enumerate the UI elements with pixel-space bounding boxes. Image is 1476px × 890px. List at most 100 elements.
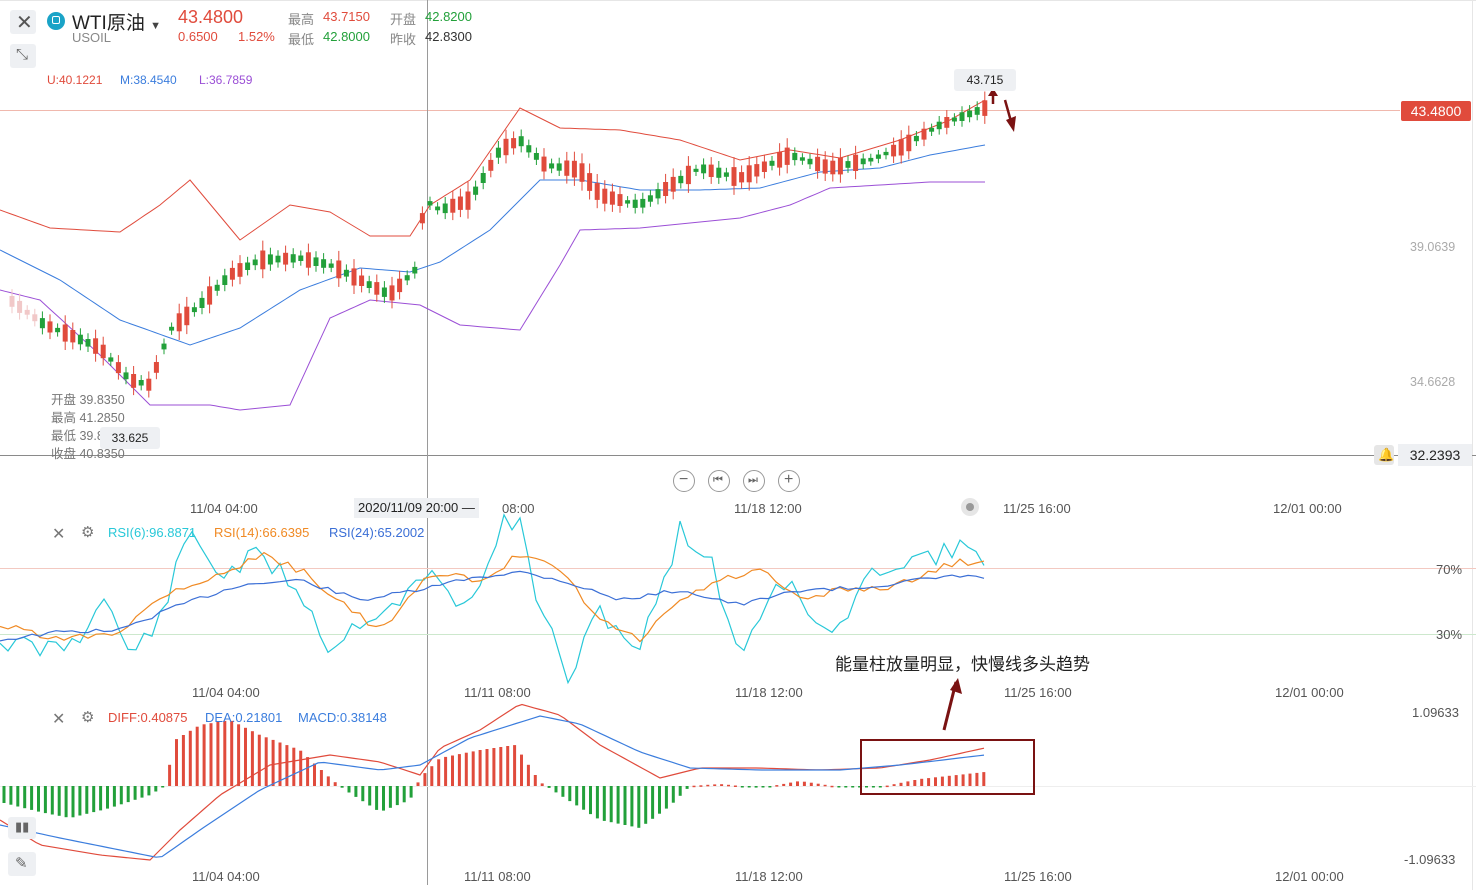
candle-body <box>670 176 676 192</box>
candle-body <box>875 154 881 159</box>
alert-button[interactable]: 🔔 <box>1374 445 1394 465</box>
macd-bar <box>568 786 572 802</box>
candle-body <box>837 157 843 175</box>
candle-body <box>427 201 433 206</box>
macd-bar <box>37 786 40 812</box>
close-icon: ✕ <box>52 526 66 543</box>
candle-body <box>457 196 463 210</box>
macd-dea-line <box>0 715 985 858</box>
macd-bar <box>858 786 862 788</box>
macd-bar <box>837 786 841 788</box>
macd-bar <box>892 784 896 786</box>
macd-bar <box>313 763 316 786</box>
macd-bar <box>368 786 372 806</box>
close-chart-button[interactable]: ✕ <box>10 10 36 34</box>
macd-bar <box>388 786 392 808</box>
macd-bar <box>678 786 682 796</box>
candle-body <box>640 198 646 208</box>
step-back-button[interactable]: ⏮ <box>708 470 730 492</box>
macd-bar <box>609 786 613 823</box>
candle-body <box>967 110 973 118</box>
macd-dea-value: DEA:0.21801 <box>205 710 283 725</box>
candle-body <box>245 262 251 270</box>
macd-bar <box>816 783 820 786</box>
symbol-selector[interactable]: WTI原油 ▼ <box>72 8 161 35</box>
candle-body <box>343 269 349 277</box>
macd-bar <box>975 772 979 786</box>
candle-body <box>503 138 509 156</box>
min-price-marker: 33.625 <box>100 427 160 449</box>
indicator-tool-button[interactable]: ▮▮ <box>8 817 36 839</box>
low-label: 最低 <box>288 32 315 47</box>
symbol-logo <box>47 12 65 30</box>
macd-settings-button[interactable]: ⚙ <box>81 708 94 727</box>
candle-body <box>602 188 608 204</box>
candle-body <box>24 309 30 315</box>
macd-bar <box>547 786 551 788</box>
open-value: 42.8200 <box>425 9 472 24</box>
bell-icon: 🔔 <box>1378 447 1395 462</box>
macd-bar <box>306 757 310 786</box>
close-icon: ✕ <box>52 711 66 728</box>
macd-bar <box>968 773 972 786</box>
close-macd-button[interactable]: ✕ <box>52 709 65 729</box>
candle-body <box>777 151 783 168</box>
candle-body <box>252 259 258 266</box>
macd-bar <box>382 786 385 811</box>
macd-bar <box>209 723 213 786</box>
macd-bar <box>575 786 579 806</box>
candle-body <box>929 127 935 132</box>
candle-body <box>701 164 707 174</box>
candle-body <box>131 374 137 388</box>
candle-body <box>822 159 828 174</box>
candle-body <box>9 296 15 307</box>
price-change: 0.6500 <box>178 29 218 44</box>
rsi-settings-button[interactable]: ⚙ <box>81 523 94 542</box>
macd-bar <box>658 786 661 814</box>
collapse-button[interactable]: ⤡ <box>10 44 36 68</box>
time-label: 12/01 00:00 <box>1275 869 1344 884</box>
prev-close-value: 42.8300 <box>425 29 472 44</box>
macd-bar <box>202 724 206 786</box>
close-rsi-button[interactable]: ✕ <box>52 524 65 544</box>
macd-bar <box>230 720 234 786</box>
macd-bar <box>340 786 344 788</box>
step-forward-button[interactable]: ⏭ <box>743 470 765 492</box>
candle-body <box>488 159 494 171</box>
zoom-in-button[interactable]: + <box>778 470 800 492</box>
macd-bar <box>375 786 379 810</box>
macd-bar <box>844 786 848 788</box>
macd-bar <box>651 786 655 819</box>
macd-bar <box>768 786 772 788</box>
zoom-in-icon: + <box>784 471 794 488</box>
candle-body <box>974 107 980 115</box>
candle-body <box>739 172 745 183</box>
time-label: 11/25 16:00 <box>1004 869 1072 884</box>
draw-tool-button[interactable]: ✎ <box>8 852 36 876</box>
macd-bar <box>285 745 289 786</box>
reset-view-button[interactable] <box>961 498 979 516</box>
candle-body <box>366 281 372 288</box>
time-label: 11/04 04:00 <box>190 501 258 516</box>
zoom-out-button[interactable]: − <box>673 470 695 492</box>
candle-body <box>495 147 501 158</box>
candle-body <box>723 172 729 177</box>
macd-histogram <box>2 720 986 828</box>
macd-bar <box>9 786 13 805</box>
tooltip-open: 开盘 39.8350 <box>51 393 125 407</box>
candle-body <box>55 327 61 333</box>
candle-body <box>587 173 593 191</box>
time-label: 12/01 00:00 <box>1275 685 1344 700</box>
macd-bar <box>947 775 951 786</box>
macd-bar <box>934 777 937 786</box>
candle-body <box>480 173 486 183</box>
candle-body <box>214 284 220 291</box>
macd-bar <box>299 750 303 786</box>
macd-bar <box>823 784 827 787</box>
macd-bar <box>692 785 696 788</box>
macd-bar <box>64 786 68 818</box>
candle-body <box>898 139 904 156</box>
macd-bar <box>720 784 724 786</box>
candle-body <box>275 255 281 263</box>
